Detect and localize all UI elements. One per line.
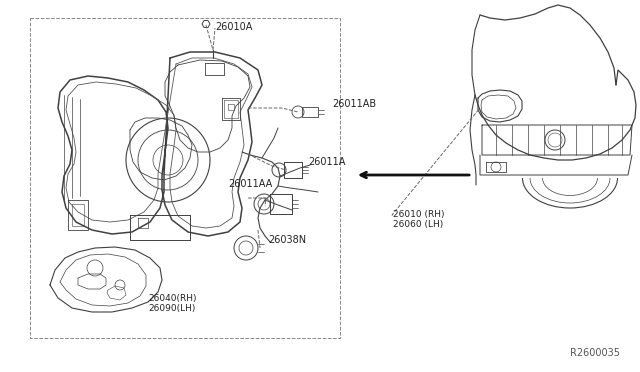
Bar (30, 18, 340, 338)
Text: 26011AB: 26011AB (332, 99, 376, 109)
Text: R2600035: R2600035 (570, 348, 620, 358)
Text: 26010A: 26010A (215, 22, 252, 32)
Text: 26040(RH): 26040(RH) (148, 294, 196, 302)
Text: 26011AA: 26011AA (228, 179, 272, 189)
Text: 26010 (RH): 26010 (RH) (393, 209, 445, 218)
Text: 26011A: 26011A (308, 157, 346, 167)
Text: 26090(LH): 26090(LH) (148, 304, 195, 312)
Text: 26060 (LH): 26060 (LH) (393, 219, 444, 228)
Text: 26038N: 26038N (268, 235, 306, 245)
